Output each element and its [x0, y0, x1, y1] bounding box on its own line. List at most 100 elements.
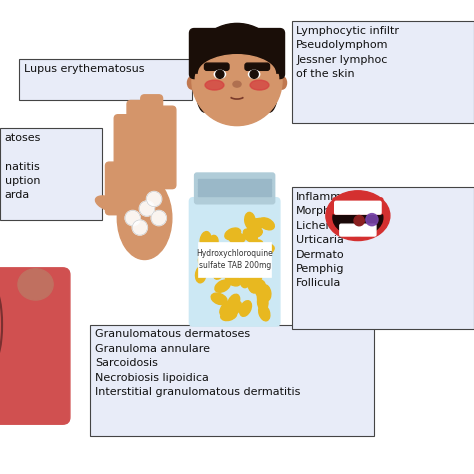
FancyBboxPatch shape — [190, 28, 284, 79]
Ellipse shape — [18, 269, 53, 300]
Ellipse shape — [261, 63, 278, 112]
Ellipse shape — [200, 232, 211, 248]
FancyBboxPatch shape — [292, 21, 474, 123]
FancyBboxPatch shape — [198, 191, 271, 193]
Text: atoses

natitis
uption
arda: atoses natitis uption arda — [5, 133, 41, 201]
FancyBboxPatch shape — [198, 182, 271, 184]
Circle shape — [191, 23, 283, 115]
FancyBboxPatch shape — [335, 201, 381, 214]
FancyBboxPatch shape — [155, 106, 176, 189]
Ellipse shape — [226, 274, 241, 286]
Ellipse shape — [250, 80, 269, 90]
Text: Inflamm
Morphea
Lichen p
Urticaria
Dermato
Pemphig
Follicula: Inflamm Morphea Lichen p Urticaria Derma… — [296, 192, 345, 288]
Circle shape — [192, 36, 282, 126]
Ellipse shape — [199, 255, 210, 271]
Ellipse shape — [214, 251, 228, 264]
Ellipse shape — [247, 222, 260, 237]
FancyBboxPatch shape — [198, 242, 271, 277]
FancyBboxPatch shape — [245, 63, 270, 70]
Ellipse shape — [208, 246, 224, 257]
FancyBboxPatch shape — [141, 95, 163, 184]
Ellipse shape — [246, 227, 262, 237]
Ellipse shape — [243, 257, 255, 272]
Circle shape — [354, 216, 364, 226]
Ellipse shape — [259, 218, 274, 230]
Ellipse shape — [207, 236, 218, 252]
FancyBboxPatch shape — [204, 63, 229, 70]
Ellipse shape — [220, 301, 233, 316]
Ellipse shape — [227, 243, 242, 256]
Text: Granulomatous dermatoses
Granuloma annulare
Sarcoidosis
Necrobiosis lipoidica
In: Granulomatous dermatoses Granuloma annul… — [95, 329, 300, 397]
Ellipse shape — [228, 233, 245, 243]
Ellipse shape — [326, 191, 390, 240]
Ellipse shape — [258, 244, 274, 255]
Ellipse shape — [240, 301, 252, 316]
Ellipse shape — [251, 266, 262, 282]
FancyBboxPatch shape — [340, 224, 376, 236]
Ellipse shape — [195, 266, 206, 283]
Text: Lymphocytic infiltr
Pseudolymphom
Jessner lymphoc
of the skin: Lymphocytic infiltr Pseudolymphom Jessne… — [296, 26, 399, 79]
FancyBboxPatch shape — [198, 179, 271, 181]
Circle shape — [216, 70, 224, 78]
Ellipse shape — [247, 219, 264, 230]
Ellipse shape — [195, 55, 279, 102]
Ellipse shape — [233, 81, 241, 87]
Ellipse shape — [248, 70, 260, 78]
Ellipse shape — [208, 254, 223, 266]
FancyBboxPatch shape — [105, 162, 125, 215]
Text: Hydroxychloroquine
sulfate TAB 200mg: Hydroxychloroquine sulfate TAB 200mg — [196, 249, 273, 270]
Ellipse shape — [333, 200, 383, 236]
Circle shape — [250, 70, 258, 78]
Circle shape — [139, 201, 155, 216]
FancyBboxPatch shape — [127, 100, 149, 186]
Ellipse shape — [260, 285, 271, 301]
Text: Lupus erythematosus: Lupus erythematosus — [24, 64, 144, 74]
Ellipse shape — [209, 260, 220, 276]
Circle shape — [146, 191, 162, 207]
FancyBboxPatch shape — [114, 115, 135, 191]
Ellipse shape — [213, 264, 225, 279]
Ellipse shape — [205, 80, 224, 90]
Ellipse shape — [247, 240, 263, 252]
FancyBboxPatch shape — [198, 185, 271, 187]
Ellipse shape — [221, 310, 237, 320]
Ellipse shape — [277, 76, 286, 89]
Ellipse shape — [225, 228, 241, 240]
Ellipse shape — [257, 288, 268, 304]
Ellipse shape — [228, 294, 240, 310]
Ellipse shape — [187, 76, 196, 89]
FancyBboxPatch shape — [19, 59, 192, 100]
Ellipse shape — [215, 280, 230, 292]
Ellipse shape — [255, 280, 266, 297]
Ellipse shape — [196, 63, 213, 112]
Ellipse shape — [259, 305, 270, 321]
FancyBboxPatch shape — [333, 198, 383, 214]
FancyBboxPatch shape — [198, 194, 271, 196]
Circle shape — [366, 214, 378, 226]
Ellipse shape — [224, 246, 235, 262]
Ellipse shape — [214, 70, 226, 78]
Ellipse shape — [95, 196, 123, 212]
Ellipse shape — [228, 301, 241, 315]
FancyBboxPatch shape — [0, 268, 70, 424]
Circle shape — [151, 210, 166, 226]
FancyBboxPatch shape — [90, 325, 374, 436]
Ellipse shape — [249, 219, 265, 230]
Ellipse shape — [257, 294, 268, 310]
Ellipse shape — [222, 265, 236, 279]
FancyBboxPatch shape — [292, 187, 474, 329]
Ellipse shape — [215, 264, 228, 277]
Ellipse shape — [250, 256, 260, 273]
FancyBboxPatch shape — [194, 173, 274, 204]
Ellipse shape — [246, 242, 257, 259]
Ellipse shape — [240, 271, 251, 288]
Circle shape — [125, 210, 140, 226]
FancyBboxPatch shape — [198, 188, 271, 190]
FancyBboxPatch shape — [0, 128, 102, 220]
Circle shape — [132, 220, 147, 235]
Ellipse shape — [243, 229, 257, 243]
FancyBboxPatch shape — [189, 198, 280, 326]
Ellipse shape — [245, 212, 255, 229]
Ellipse shape — [211, 293, 227, 305]
Ellipse shape — [248, 277, 258, 293]
